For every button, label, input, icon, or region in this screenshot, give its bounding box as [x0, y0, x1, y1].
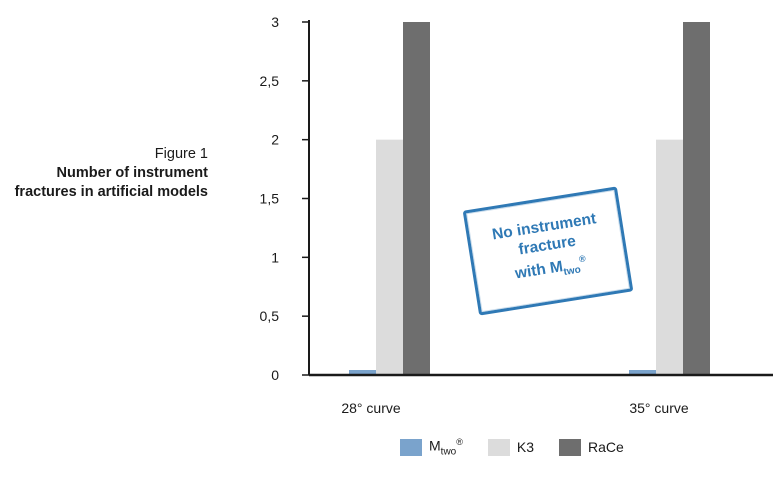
y-tick-label: 0 [271, 367, 279, 383]
legend-item-k3: K3 [487, 438, 534, 456]
figure-caption: Figure 1 Number of instrument fractures … [8, 145, 208, 202]
bar-k3-1 [376, 139, 403, 375]
bar-race-1 [403, 22, 430, 375]
y-tick-label: 1 [271, 249, 279, 265]
y-axis-ticks: 0 0,5 1 1,5 2 2,5 3 [260, 14, 309, 383]
x-category-label: 35° curve [629, 400, 689, 416]
figure-number: Figure 1 [154, 146, 208, 162]
legend-swatch-k3 [487, 438, 510, 456]
bars [349, 22, 710, 375]
figure-title: Number of instrument fractures in artifi… [14, 165, 208, 200]
legend-item-mtwo: Mtwo® [400, 437, 463, 457]
bar-mtwo-1 [349, 370, 376, 375]
bar-race-2 [683, 22, 710, 375]
y-tick-label: 2 [271, 132, 279, 148]
bar-mtwo-2 [629, 370, 656, 375]
legend-swatch-race [559, 438, 581, 456]
legend-label-mtwo: Mtwo® [429, 437, 463, 458]
legend-label-race: RaCe [588, 439, 624, 456]
bar-k3-2 [656, 139, 683, 375]
chart-legend: Mtwo® K3 RaCe [400, 437, 649, 457]
x-axis-labels: 28° curve 35° curve [341, 400, 689, 416]
legend-item-race: RaCe [559, 438, 624, 456]
x-category-label: 28° curve [341, 400, 401, 416]
y-tick-label: 3 [271, 14, 279, 30]
y-tick-label: 2,5 [260, 73, 280, 89]
y-tick-label: 1,5 [260, 191, 280, 207]
y-tick-label: 0,5 [260, 308, 280, 324]
legend-swatch-mtwo [400, 438, 422, 456]
legend-label-k3: K3 [516, 439, 534, 456]
